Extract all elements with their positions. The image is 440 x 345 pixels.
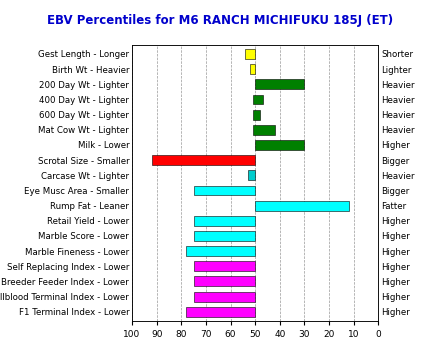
Bar xyxy=(253,95,263,105)
Bar xyxy=(194,276,255,286)
Bar xyxy=(255,201,349,210)
Text: EBV Percentiles for M6 RANCH MICHIFUKU 185J (ET): EBV Percentiles for M6 RANCH MICHIFUKU 1… xyxy=(47,14,393,27)
Bar xyxy=(255,79,304,89)
Bar xyxy=(186,307,255,317)
Bar xyxy=(253,125,275,135)
Bar xyxy=(248,170,255,180)
Bar xyxy=(250,64,255,74)
Bar xyxy=(194,261,255,271)
Bar xyxy=(194,216,255,226)
Bar xyxy=(152,155,255,165)
Bar xyxy=(194,186,255,195)
Bar xyxy=(186,246,255,256)
Bar xyxy=(255,140,304,150)
Bar xyxy=(253,110,260,119)
Bar xyxy=(194,231,255,241)
Bar xyxy=(246,49,255,59)
Bar xyxy=(194,292,255,302)
